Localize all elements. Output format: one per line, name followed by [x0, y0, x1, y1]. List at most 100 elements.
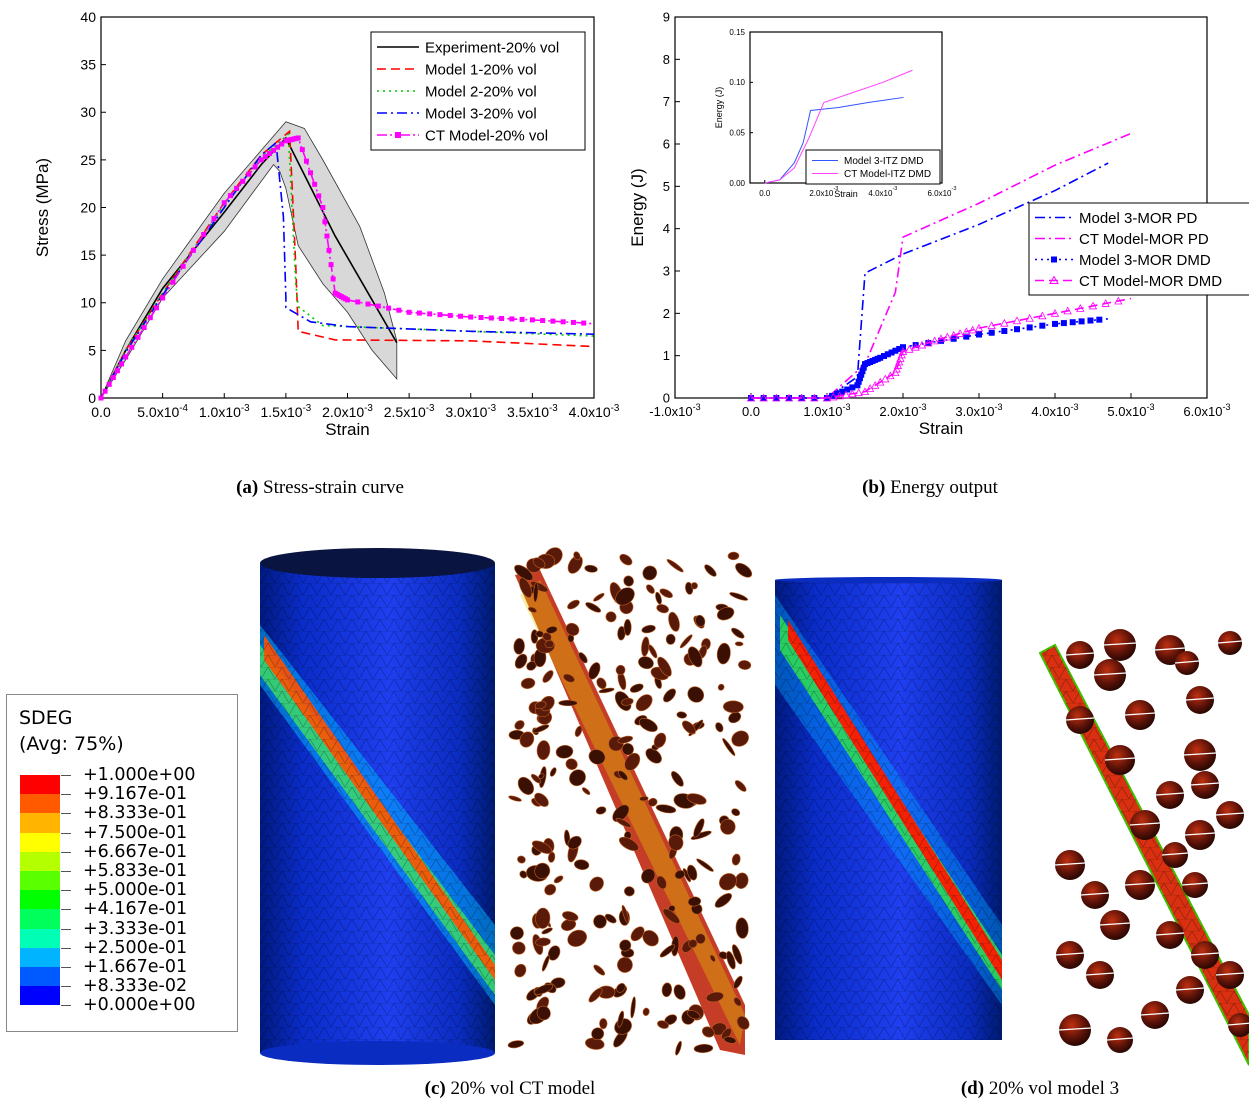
inset-x-axis-label: Strain — [834, 189, 858, 199]
model-3-sphere — [1086, 961, 1114, 989]
a-series-marker — [102, 388, 108, 394]
model-3-sphere-crack — [1093, 672, 1127, 676]
b-series-marker — [1063, 306, 1072, 315]
ct-aggregate-particle — [593, 593, 605, 602]
a-series-marker — [330, 276, 336, 282]
ct-model-cylinder — [260, 548, 495, 1065]
ct-aggregate-particle — [693, 1043, 714, 1053]
b-series-marker — [773, 395, 780, 401]
a-series-marker — [246, 171, 252, 177]
model-3-cylinder — [775, 577, 1002, 1040]
a-series-marker — [529, 317, 535, 323]
inset-legend-box — [805, 149, 941, 185]
ct-aggregate-particle — [676, 711, 687, 719]
a-series-marker — [406, 309, 412, 315]
caption-b-label: (b) — [862, 477, 886, 498]
ct-aggregate-particle — [588, 749, 606, 765]
ct-crack-edge — [520, 580, 745, 1045]
caption-b: (b) Energy output — [780, 477, 1080, 499]
b-series-marker — [1014, 326, 1020, 333]
b-series-line — [751, 318, 1109, 399]
inset-x-tick-label: 2.0x10-3 — [809, 186, 838, 198]
a-series-marker — [386, 305, 392, 311]
ct-aggregate-particle — [534, 701, 547, 710]
b-y-tick-label: 1 — [663, 348, 670, 363]
b-series-marker — [859, 368, 866, 375]
b-series-marker — [848, 389, 857, 398]
ct-aggregate-particle — [645, 748, 662, 764]
a-x-tick-label: 1.0x10-3 — [199, 403, 250, 420]
b-series-marker — [1050, 308, 1060, 317]
a-series-marker — [123, 354, 129, 360]
b-series-marker — [1038, 311, 1047, 320]
b-series-marker — [844, 386, 851, 393]
inset-series-line — [764, 96, 904, 184]
ct-aggregate-particle — [659, 944, 676, 958]
b-series-marker — [905, 344, 914, 353]
ct-aggregate-particle — [735, 562, 753, 578]
b-series-marker — [839, 388, 846, 395]
sdeg-level-tick — [61, 832, 71, 834]
a-x-tick-label: 3.0x10-3 — [445, 403, 496, 420]
b-series-marker — [943, 332, 952, 341]
inset-x-tick-label: 6.0x10-3 — [927, 186, 956, 198]
sdeg-color-band — [20, 909, 60, 929]
a-y-tick-label: 10 — [80, 295, 96, 311]
ct-aggregate-particle — [726, 951, 736, 970]
ct-aggregate-particle — [624, 886, 635, 897]
a-legend-box — [370, 31, 586, 151]
ct-aggregate-particle — [723, 1036, 737, 1044]
ct-aggregate-particle — [569, 769, 586, 787]
a-series-marker — [581, 320, 587, 326]
a-series-marker — [119, 361, 125, 367]
ct-aggregate-particle — [630, 926, 645, 942]
sdeg-level-tick — [61, 1005, 71, 1007]
b-legend-label: CT Model-MOR PD — [1079, 231, 1209, 248]
ct-aggregate-particle — [731, 808, 741, 817]
ct-aggregate-particle — [617, 957, 633, 973]
a-y-tick-label: 5 — [88, 342, 96, 358]
model-3-sphere — [1184, 739, 1216, 771]
ct-aggregate-particle — [519, 870, 528, 879]
a-series-marker — [437, 312, 443, 318]
ct-aggregate-particle — [642, 930, 659, 947]
ct-aggregate-particle — [675, 1040, 682, 1056]
b-legend-box — [1028, 202, 1249, 296]
model-3-sphere-crack — [1106, 1037, 1134, 1041]
a-series-marker — [262, 154, 268, 160]
b-series-marker — [860, 364, 867, 371]
b-series-marker — [974, 323, 984, 332]
ct-aggregate-particle — [722, 738, 736, 756]
a-x-tick-label: 0.0 — [91, 404, 111, 420]
model-3-sphere — [1081, 881, 1109, 909]
model-3-sphere-crack — [1190, 952, 1220, 956]
ct-aggregate-particle — [567, 929, 587, 947]
inset-y-tick-label: 0.00 — [729, 179, 745, 188]
a-y-tick-label: 35 — [80, 57, 96, 73]
model-3-sphere-crack — [1065, 717, 1095, 721]
ct-aggregate-particle — [574, 859, 590, 871]
b-series-marker — [936, 334, 946, 343]
b-series-marker — [786, 395, 792, 401]
model-3-sphere — [1056, 941, 1084, 969]
a-y-tick-label: 30 — [80, 104, 96, 120]
model-3-sphere-crack — [1124, 712, 1156, 716]
ct-aggregate-particle — [532, 557, 546, 569]
sdeg-level-label: +2.500e-01 — [83, 937, 188, 958]
a-series-marker — [322, 219, 328, 225]
a-series-marker — [396, 307, 402, 313]
ct-aggregate-particle — [619, 939, 632, 952]
model-3-sphere-crack — [1215, 972, 1245, 976]
model-3-sphere — [1055, 850, 1085, 880]
b-y-tick-label: 0 — [663, 391, 670, 406]
model-3-sphere-crack — [1185, 697, 1215, 701]
a-legend-label: Model 2-20% vol — [425, 83, 537, 100]
sdeg-color-band — [20, 775, 60, 795]
b-series-marker — [1096, 316, 1103, 323]
ct-aggregate-particle — [585, 602, 602, 613]
sdeg-level-label: +4.167e-01 — [83, 899, 188, 920]
model-3-sphere-crack — [1154, 647, 1186, 651]
b-series-marker — [988, 329, 995, 336]
ct-aggregate-particle — [686, 1010, 701, 1020]
b-x-tick-label: 5.0x10-3 — [1107, 402, 1154, 419]
